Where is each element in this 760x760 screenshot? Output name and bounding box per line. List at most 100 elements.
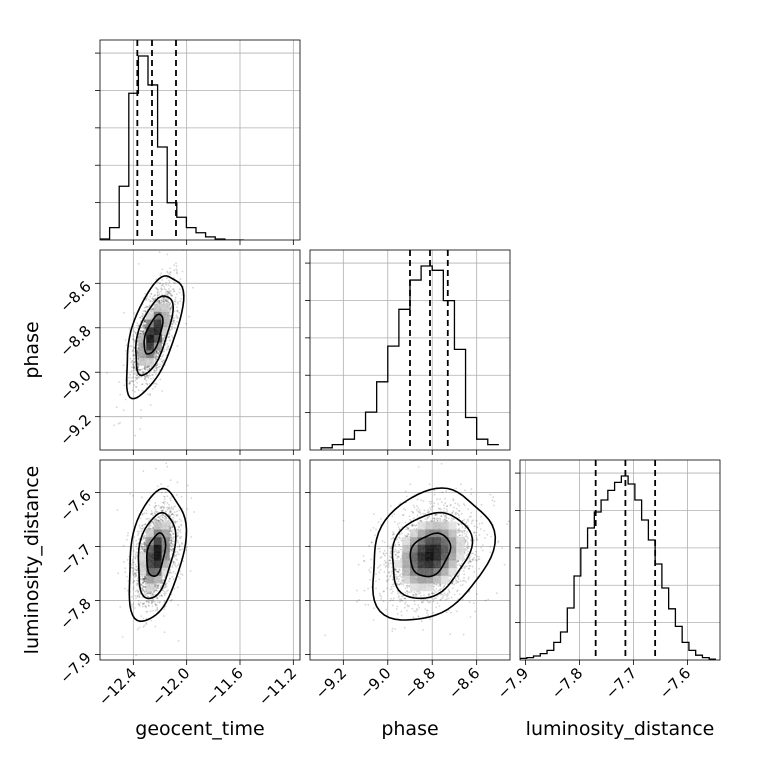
sample-point (139, 428, 142, 430)
sample-point (163, 586, 166, 589)
sample-point (150, 377, 152, 380)
sample-point (130, 380, 133, 383)
sample-point (180, 535, 183, 538)
sample-point (156, 288, 159, 291)
density-block (146, 334, 155, 343)
sample-point (135, 584, 138, 586)
sample-point (176, 514, 179, 517)
sample-point (155, 351, 158, 353)
sample-point (169, 339, 171, 341)
sample-point (134, 434, 137, 437)
sample-point (140, 615, 143, 617)
sample-point (163, 506, 166, 508)
sample-point (144, 594, 147, 597)
sample-point (167, 346, 170, 348)
sample-point (159, 378, 162, 381)
sample-point (150, 591, 153, 594)
sample-point (166, 292, 168, 295)
sample-point (141, 548, 144, 550)
sample-point (169, 527, 172, 530)
sample-point (139, 368, 142, 371)
sample-point (148, 305, 151, 308)
sample-point (142, 323, 145, 326)
sample-point (145, 518, 148, 520)
sample-point (177, 317, 179, 319)
sample-point (144, 575, 147, 578)
sample-point (175, 566, 178, 568)
sample-point (153, 512, 156, 514)
sample-point (160, 272, 163, 274)
sample-point (161, 509, 164, 512)
sample-point (176, 539, 179, 542)
sample-point (164, 291, 167, 294)
sample-point (144, 543, 146, 546)
sample-point (161, 362, 164, 364)
sample-point (188, 315, 191, 318)
sample-point (135, 654, 138, 657)
sample-point (164, 592, 167, 595)
sample-point (170, 541, 173, 544)
sample-point (138, 626, 141, 629)
sample-point (190, 536, 193, 538)
sample-point (179, 577, 181, 580)
sample-point (137, 356, 139, 359)
sample-point (161, 284, 164, 287)
sample-point (141, 315, 144, 318)
sample-point (167, 301, 170, 304)
sample-point (174, 298, 177, 301)
sample-point (186, 508, 189, 510)
sample-point (169, 285, 172, 288)
sample-point (163, 359, 166, 362)
sample-point (136, 569, 139, 572)
sample-point (177, 303, 179, 305)
sample-point (161, 510, 164, 512)
sample-point (170, 541, 172, 544)
sample-point (142, 332, 145, 335)
sample-point (163, 298, 166, 301)
sample-point (161, 360, 163, 363)
sample-point (161, 595, 164, 598)
sample-point (117, 572, 120, 575)
sample-point (164, 491, 167, 493)
sample-point (132, 366, 135, 368)
sample-point (134, 331, 137, 334)
sample-point (131, 350, 134, 353)
sample-point (148, 304, 151, 307)
sample-point (144, 327, 147, 330)
density-block (153, 319, 162, 328)
sample-point (145, 600, 148, 603)
sample-point (141, 548, 144, 550)
sample-point (169, 273, 172, 276)
sample-point (182, 560, 185, 563)
sample-point (160, 301, 163, 304)
sample-point (178, 311, 181, 314)
sample-point (143, 325, 146, 327)
sample-point (181, 270, 184, 273)
sample-point (176, 510, 178, 513)
sample-point (155, 518, 157, 520)
sample-point (144, 319, 147, 322)
sample-point (150, 293, 153, 295)
sample-point (136, 582, 139, 585)
sample-point (143, 375, 146, 378)
sample-point (168, 577, 171, 580)
sample-point (168, 281, 171, 284)
sample-point (147, 601, 149, 603)
sample-point (143, 545, 146, 547)
sample-point (132, 556, 135, 558)
sample-point (163, 297, 166, 299)
sample-point (162, 507, 165, 510)
y-tick-label: −9.2 (56, 411, 94, 449)
sample-point (144, 376, 147, 379)
sample-point (165, 590, 168, 593)
sample-point (145, 591, 148, 593)
sample-point (181, 294, 184, 296)
sample-point (176, 272, 179, 275)
sample-point (166, 506, 169, 509)
sample-point (166, 300, 169, 303)
sample-point (160, 483, 163, 486)
sample-point (126, 559, 129, 561)
sample-point (148, 374, 150, 377)
sample-point (143, 550, 146, 553)
